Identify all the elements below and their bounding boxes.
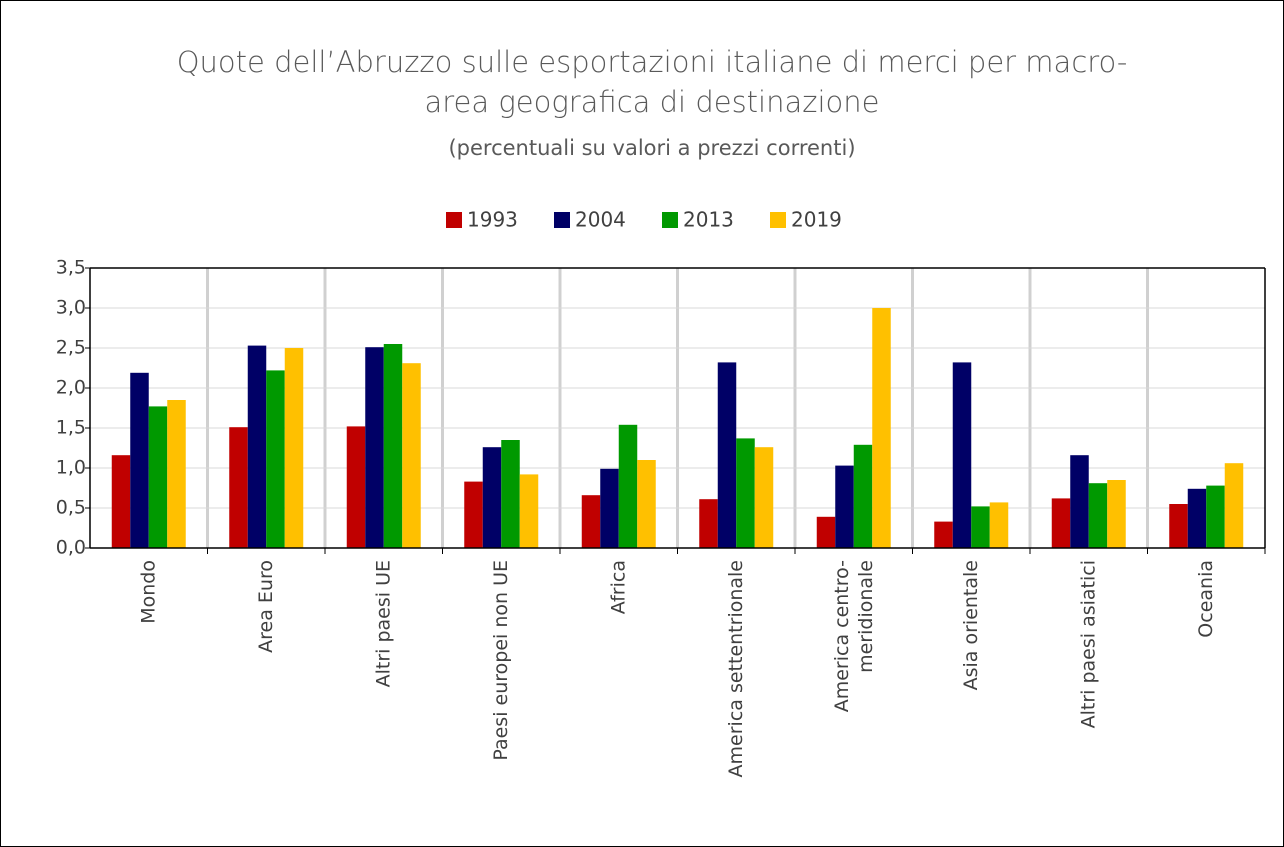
x-tick-label: Africa (607, 560, 629, 614)
bar (835, 465, 854, 548)
legend-swatch (662, 212, 678, 228)
bar (872, 308, 891, 548)
bar (464, 481, 483, 548)
bar (1169, 504, 1188, 548)
x-tick-label: Mondo (137, 560, 159, 624)
bar (717, 362, 737, 548)
legend-label: 2013 (683, 208, 734, 232)
legend-label: 1993 (467, 208, 518, 232)
bar (934, 521, 953, 548)
bar (853, 444, 873, 548)
y-tick-label: 2,0 (56, 377, 86, 399)
bar (989, 502, 1009, 548)
legend-label: 2004 (575, 208, 626, 232)
x-tick-label: Paesi europei non UE (490, 560, 512, 761)
bar (637, 460, 656, 548)
bar (1107, 480, 1126, 548)
bar (754, 447, 774, 548)
x-tick-label: Asia orientale (960, 560, 982, 690)
legend-swatch (446, 212, 462, 228)
bar (482, 447, 502, 548)
bar (501, 440, 520, 548)
x-tick-label: America centro-meridionale (830, 560, 876, 712)
bar (148, 406, 168, 548)
x-tick-label: Oceania (1195, 560, 1217, 638)
bar (581, 495, 601, 548)
x-tick-label: Area Euro (255, 560, 277, 653)
legend-swatch (554, 212, 570, 228)
bar (1088, 483, 1108, 548)
bar (971, 506, 990, 548)
y-tick-label: 1,0 (56, 457, 86, 479)
bar (1206, 485, 1225, 548)
bar (247, 345, 267, 548)
bar (600, 468, 619, 548)
bar (402, 363, 421, 548)
y-tick-label: 2,5 (56, 337, 86, 359)
y-tick-label: 1,5 (56, 417, 86, 439)
bar (1070, 455, 1089, 548)
y-tick-label: 3,5 (56, 257, 86, 279)
chart-title: Quote dell’Abruzzo sulle esportazioni it… (177, 45, 1128, 119)
bar (1187, 488, 1207, 548)
x-tick-label: Altri paesi UE (372, 560, 394, 687)
x-tick-label: America settentrionale (725, 560, 747, 777)
y-tick-label: 0,5 (56, 497, 86, 519)
bar (952, 362, 972, 548)
bar (365, 347, 384, 548)
bar (816, 516, 836, 548)
bar (1224, 463, 1244, 548)
bar (130, 372, 149, 548)
legend-label: 2019 (791, 208, 842, 232)
bar (167, 400, 186, 548)
bar (346, 426, 366, 548)
bar (383, 344, 403, 548)
bar (1051, 498, 1071, 548)
y-tick-label: 3,0 (56, 297, 86, 319)
bar (736, 438, 755, 548)
x-tick-label: Altri paesi asiatici (1077, 560, 1099, 728)
legend-swatch (770, 212, 786, 228)
chart-subtitle: (percentuali su valori a prezzi correnti… (448, 136, 855, 160)
bar (229, 427, 248, 548)
bar (111, 455, 131, 548)
bar (618, 424, 638, 548)
bar (284, 348, 304, 548)
y-tick-label: 0,0 (56, 537, 86, 559)
bar (519, 474, 539, 548)
bar (266, 370, 285, 548)
bar (699, 499, 718, 548)
